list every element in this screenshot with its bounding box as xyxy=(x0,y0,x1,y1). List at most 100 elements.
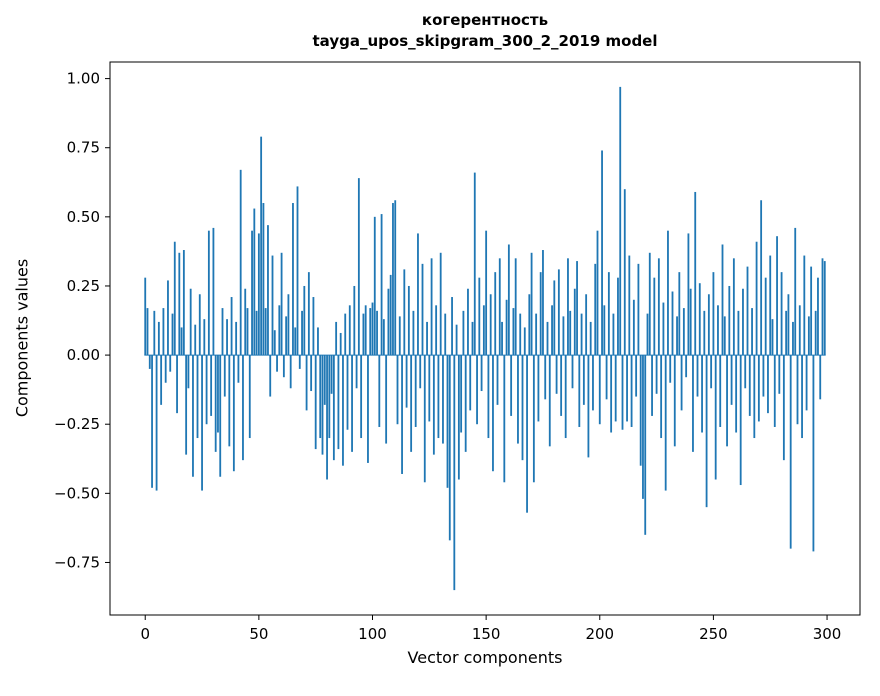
bar xyxy=(764,277,767,356)
bar xyxy=(707,294,710,356)
bar xyxy=(248,355,251,439)
bar xyxy=(405,355,408,408)
bar xyxy=(667,230,669,356)
bar xyxy=(744,355,747,389)
bar xyxy=(335,321,338,356)
bar xyxy=(301,310,303,356)
bar xyxy=(451,297,453,356)
bar xyxy=(746,266,749,356)
bar xyxy=(544,355,547,400)
bar xyxy=(580,313,583,356)
bar xyxy=(232,355,235,472)
bar xyxy=(410,355,413,452)
bar xyxy=(639,355,642,466)
bar xyxy=(694,191,697,356)
bar xyxy=(298,355,301,369)
bar xyxy=(239,169,242,356)
bar xyxy=(253,208,256,356)
bar xyxy=(153,310,156,356)
bar xyxy=(469,355,472,411)
bar xyxy=(803,255,806,356)
bar xyxy=(251,230,253,356)
bar xyxy=(730,355,733,405)
bar xyxy=(212,227,215,356)
bar xyxy=(389,274,392,356)
bar xyxy=(562,316,565,356)
bar xyxy=(771,319,774,356)
bar xyxy=(387,288,390,356)
bar xyxy=(537,355,540,422)
bar xyxy=(796,355,799,425)
bar xyxy=(407,285,410,356)
bar xyxy=(464,355,467,452)
bar xyxy=(669,355,672,383)
bar xyxy=(326,355,328,480)
bar xyxy=(307,272,310,356)
bar xyxy=(292,203,294,356)
y-tick-label: −0.25 xyxy=(54,415,100,433)
bar xyxy=(823,261,826,356)
bar xyxy=(551,305,553,356)
bar xyxy=(664,355,667,491)
bar xyxy=(321,355,324,455)
bar xyxy=(782,355,785,461)
bar xyxy=(353,285,356,356)
bar xyxy=(482,305,485,356)
bar xyxy=(573,288,576,356)
bar xyxy=(682,308,685,356)
bar xyxy=(805,355,808,411)
bar xyxy=(769,255,772,356)
bar xyxy=(276,355,278,372)
bar xyxy=(760,200,763,356)
bar xyxy=(310,355,313,392)
bar xyxy=(228,355,231,447)
bar xyxy=(346,355,349,430)
bar xyxy=(467,288,469,356)
bar xyxy=(692,355,694,452)
bar xyxy=(221,308,224,356)
bar xyxy=(419,355,422,389)
bar xyxy=(162,308,165,356)
bar xyxy=(623,189,626,356)
bar xyxy=(462,310,465,356)
bar xyxy=(767,355,769,414)
bar xyxy=(403,269,406,356)
bar xyxy=(564,355,567,439)
bar xyxy=(314,355,317,450)
bar xyxy=(528,294,531,356)
bar xyxy=(539,272,542,356)
bar xyxy=(480,355,483,392)
bar xyxy=(605,355,608,400)
bar xyxy=(167,280,169,356)
bar xyxy=(260,136,263,356)
bar xyxy=(223,355,226,397)
bar xyxy=(144,277,147,356)
bar xyxy=(378,355,381,427)
bar xyxy=(728,285,731,356)
bar xyxy=(626,355,628,422)
bar xyxy=(203,319,206,356)
bar xyxy=(294,327,297,356)
bar xyxy=(542,250,544,356)
bar xyxy=(442,355,444,444)
bar xyxy=(792,321,794,356)
bar xyxy=(560,355,563,416)
bar xyxy=(721,244,724,356)
bar xyxy=(596,230,599,356)
bar xyxy=(180,327,183,356)
bar xyxy=(494,272,497,356)
bar xyxy=(807,316,810,356)
bar xyxy=(712,272,715,356)
bar xyxy=(178,252,181,356)
bar xyxy=(719,355,722,427)
bar xyxy=(614,355,617,422)
bar xyxy=(312,297,315,356)
bar xyxy=(182,250,185,356)
bar xyxy=(680,355,683,411)
bar xyxy=(476,355,478,425)
bar xyxy=(507,244,510,356)
bar xyxy=(501,321,503,356)
bar xyxy=(532,355,535,483)
bar xyxy=(514,258,517,356)
bar xyxy=(271,255,274,356)
